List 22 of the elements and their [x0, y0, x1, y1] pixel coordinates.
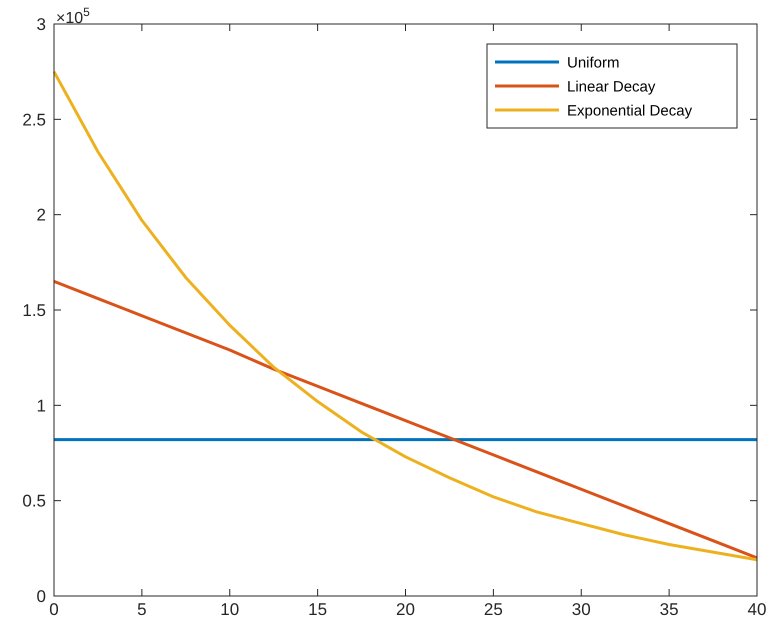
- x-tick-label: 5: [137, 600, 147, 619]
- annotation: ×10$^{5}$: [56, 5, 90, 27]
- y-tick-label: 0: [36, 586, 46, 606]
- x-tick-label: 25: [484, 600, 503, 619]
- x-tick-label: 40: [748, 600, 766, 619]
- x-tick-label: 20: [396, 600, 415, 619]
- line-series: [52, 70, 758, 562]
- x-tick-label: 30: [572, 600, 591, 619]
- legend-label: Linear Decay: [567, 78, 656, 96]
- x-tick-label: 35: [660, 600, 679, 619]
- legend-label: Uniform: [567, 54, 620, 72]
- y-tick-label: 2.5: [22, 110, 46, 130]
- x-tick-label: 15: [308, 600, 328, 619]
- line-series: [52, 280, 758, 560]
- y-tick-label: 2: [36, 206, 46, 225]
- y-tick-label: 3: [36, 14, 46, 34]
- legend-label: Exponential Decay: [567, 102, 693, 120]
- y-tick-label: 1: [36, 396, 46, 416]
- x-tick-label: 0: [49, 600, 59, 619]
- y-tick-label: 0.5: [22, 492, 46, 511]
- x-tick-label: 10: [220, 600, 240, 619]
- y-tick-label: 1.5: [22, 300, 46, 320]
